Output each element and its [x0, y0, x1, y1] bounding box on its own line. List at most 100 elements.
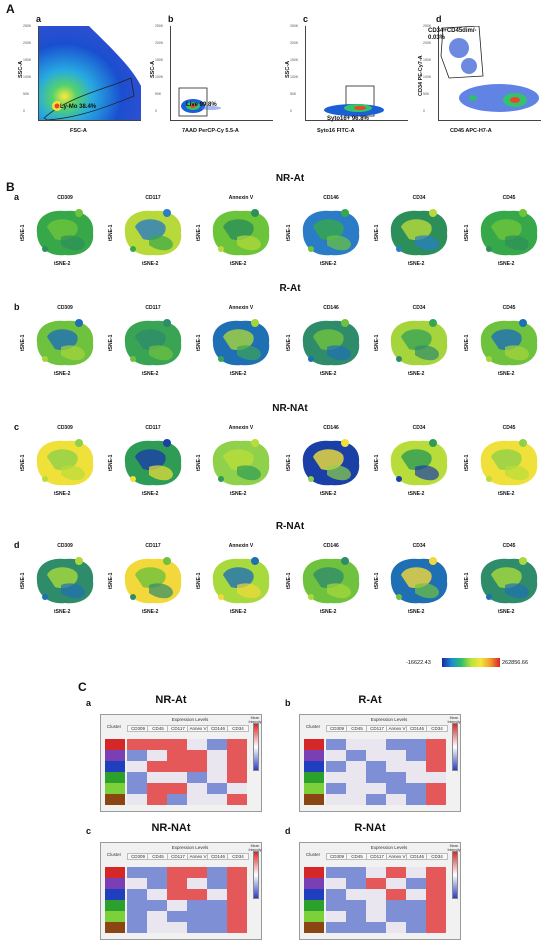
tsne-x-label: tSNE-2 — [54, 609, 71, 615]
heatmap-cell — [147, 900, 167, 911]
heatmap-cell — [366, 761, 386, 772]
cluster-swatch — [105, 772, 125, 783]
column-header: Annex V — [386, 853, 408, 860]
column-header: CD117 — [366, 853, 388, 860]
tsne-y-label: tSNE-1 — [196, 224, 202, 241]
marker-label: CD309 — [57, 305, 73, 311]
gate-label: Ly-Mo 38.4% — [60, 104, 97, 110]
heatmap-cell — [346, 783, 366, 794]
tsne-x-label: tSNE-2 — [320, 491, 337, 497]
heatmap-cell — [227, 889, 247, 900]
heatmap-cell — [227, 922, 247, 933]
heatmap-cell — [207, 772, 227, 783]
header-group: Expression Levels — [171, 717, 209, 722]
column-header: CD117 — [366, 725, 388, 732]
heatmap-cell — [227, 867, 247, 878]
column-header: CD34 — [426, 853, 448, 860]
scale-max-label: 262856.66 — [502, 660, 528, 666]
cluster-header: Cluster — [106, 852, 122, 857]
heatmap-cell — [346, 878, 366, 889]
cluster-swatch — [105, 867, 125, 878]
column-header: CD34 — [227, 725, 249, 732]
y-tick-label: 200K — [155, 41, 164, 45]
heatmap-b: b R-At Expression Levels Cluster CD309 CD45 CD… — [285, 692, 465, 812]
cluster-swatch — [304, 739, 324, 750]
heatmap-cell — [426, 878, 446, 889]
cluster-header: Cluster — [305, 852, 321, 857]
tsne-plot: CD45 tSNE-1 tSNE-2 — [464, 195, 548, 275]
tsne-y-label: tSNE-1 — [464, 454, 470, 471]
heatmap-cell — [187, 878, 207, 889]
y-tick-label: 0 — [290, 109, 292, 113]
flow-plot-c: c 250K 200K 150K 100K 50K 0 SSC-A Syto16 FITC-A… — [285, 14, 417, 160]
heatmap-cell — [167, 739, 187, 750]
tsne-y-label: tSNE-1 — [20, 454, 26, 471]
heatmap-cell — [346, 761, 366, 772]
heatmap-cell — [207, 783, 227, 794]
plot-axes — [438, 26, 541, 121]
header-group: Expression Levels — [370, 717, 408, 722]
y-tick-label: 0 — [155, 109, 157, 113]
tsne-x-label: tSNE-2 — [54, 371, 71, 377]
heatmap-cell — [127, 889, 147, 900]
heatmap-cell — [406, 739, 426, 750]
cluster-swatch — [105, 922, 125, 933]
heatmap-cell — [386, 900, 406, 911]
tsne-y-label: tSNE-1 — [464, 572, 470, 589]
tsne-plot: CD34 tSNE-1 tSNE-2 — [374, 195, 458, 275]
heatmap-cell — [167, 794, 187, 805]
heatmap-cell — [426, 783, 446, 794]
cluster-swatch — [105, 794, 125, 805]
heatmap-cell — [366, 922, 386, 933]
heatmap-cell — [227, 783, 247, 794]
marker-label: CD146 — [323, 305, 339, 311]
cluster-swatch — [304, 750, 324, 761]
heatmap-cell — [346, 750, 366, 761]
heatmap-cell — [386, 878, 406, 889]
heatmap-cell — [326, 761, 346, 772]
heatmap-cell — [227, 911, 247, 922]
y-tick-label: 200K — [23, 41, 32, 45]
tsne-plot: CD146 tSNE-1 tSNE-2 — [286, 425, 370, 505]
intensity-legend-bar — [452, 723, 458, 771]
y-axis-label: SSC-A — [285, 60, 291, 78]
cluster-swatch — [105, 911, 125, 922]
flow-plot-letter: a — [36, 14, 42, 24]
column-header: CD309 — [326, 853, 348, 860]
column-header: CD146 — [406, 725, 428, 732]
heatmap-table: Expression Levels Cluster CD309 CD45 CD117 An… — [100, 842, 262, 940]
flow-plot-letter: d — [436, 14, 442, 24]
heatmap-cell — [187, 750, 207, 761]
heatmap-cell — [207, 900, 227, 911]
cluster-swatch — [304, 900, 324, 911]
heatmap-cell — [406, 783, 426, 794]
tsne-y-label: tSNE-1 — [464, 224, 470, 241]
tsne-y-label: tSNE-1 — [108, 334, 114, 351]
cluster-swatch — [105, 761, 125, 772]
tsne-y-label: tSNE-1 — [196, 334, 202, 351]
header-group: Expression Levels — [171, 845, 209, 850]
heatmap-cell — [366, 867, 386, 878]
heatmap-cell — [187, 867, 207, 878]
marker-label: CD45 — [502, 305, 516, 311]
tsne-y-label: tSNE-1 — [20, 334, 26, 351]
cluster-swatch — [105, 878, 125, 889]
heatmap-cell — [366, 750, 386, 761]
heatmap-cell — [346, 867, 366, 878]
y-tick-label: 100K — [23, 75, 32, 79]
cluster-header: Cluster — [305, 724, 321, 729]
column-header: CD146 — [406, 853, 428, 860]
y-tick-label: 50K — [290, 92, 297, 96]
tsne-y-label: tSNE-1 — [374, 224, 380, 241]
heatmap-title: R-NAt — [354, 822, 386, 834]
heatmap-cell — [426, 772, 446, 783]
heatmap-cell — [406, 761, 426, 772]
y-axis-label: SSC-A — [18, 60, 24, 78]
panel-a-label: A — [6, 2, 15, 16]
heatmap-cell — [187, 739, 207, 750]
tsne-x-label: tSNE-2 — [142, 261, 159, 267]
cluster-swatch — [105, 750, 125, 761]
cluster-swatch — [304, 922, 324, 933]
tsne-y-label: tSNE-1 — [286, 454, 292, 471]
plot-axes — [38, 26, 141, 121]
